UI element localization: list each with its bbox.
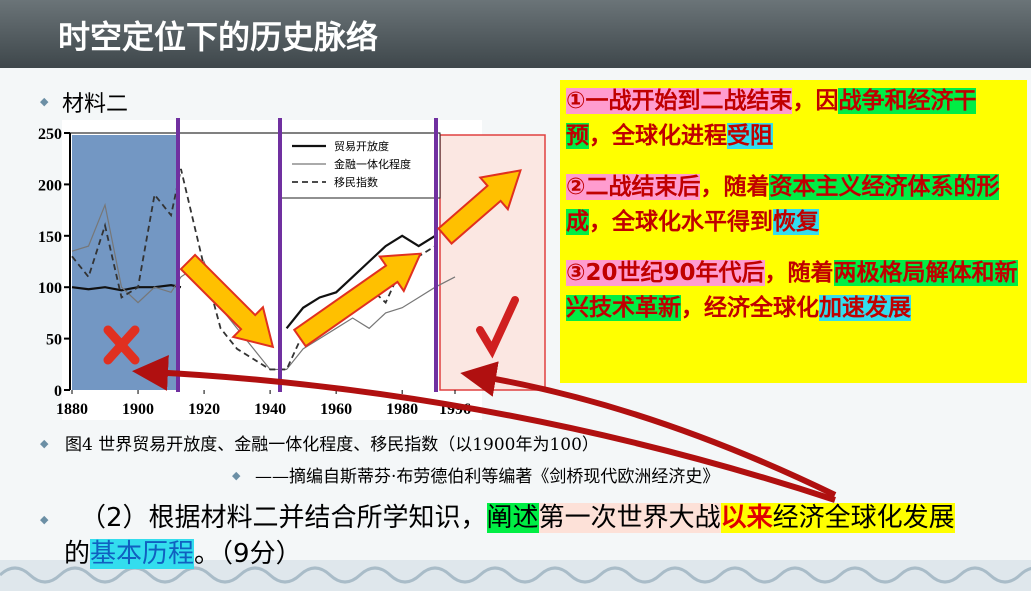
legend-box: [279, 132, 441, 199]
note-part: 恢复: [773, 209, 819, 235]
period-box: [439, 134, 546, 391]
material-label: 材料二: [62, 92, 129, 117]
period-box: [180, 135, 280, 390]
legend-label: 贸易开放度: [334, 139, 389, 153]
y-tick-label: 150: [38, 229, 62, 246]
x-tick-label: 1940: [254, 401, 286, 418]
title: 时空定位下的历史脉络: [58, 18, 379, 56]
y-tick-label: 200: [38, 177, 62, 194]
note-part: ，经济全球化: [681, 295, 819, 321]
note-part: ，全球化进程: [589, 123, 727, 149]
note-part: 受阻: [727, 123, 773, 149]
legend-label: 金融一体化程度: [334, 157, 411, 171]
wave: [0, 566, 1031, 584]
x-tick-label: 1900: [122, 401, 154, 418]
q-part: 经济全球化发展: [772, 503, 955, 533]
x-tick-label: 1920: [188, 401, 220, 418]
q-part: （2）根据材料二并结合所学知识，: [80, 503, 487, 533]
header-bar: [0, 0, 1031, 68]
q-part: 第一次世界大战: [538, 503, 721, 533]
note-part: 加速发展: [819, 295, 911, 321]
y-tick-label: 50: [46, 332, 62, 349]
notes-box: ①一战开始到二战结束，因战争和经济干预，全球化进程受阻 ②二战结束后，随着资本主…: [560, 80, 1027, 383]
note-part: ，因: [792, 88, 839, 114]
y-tick-label: 0: [54, 383, 62, 400]
q-part: 以来: [720, 503, 773, 533]
q-part: 的: [64, 539, 91, 569]
q-part: 阐述: [486, 503, 539, 533]
q-part: 。（9分）: [194, 539, 302, 569]
note-part: ②二战结束后: [566, 174, 701, 200]
caption: 图4 世界贸易开放度、金融一体化程度、移民指数（以1900年为100）: [65, 435, 599, 455]
bullet: ◆: [40, 437, 49, 450]
x-tick-label: 1980: [386, 401, 418, 418]
y-tick-label: 100: [38, 280, 62, 297]
note-part: ，全球化水平得到: [589, 209, 773, 235]
bullet: ◆: [40, 95, 49, 108]
question: （2）根据材料二并结合所学知识，阐述第一次世界大战以来经济全球化发展的基本历程。…: [64, 500, 964, 572]
note: ②二战结束后，随着资本主义经济体系的形成，全球化水平得到恢复: [566, 170, 1021, 240]
note-part: ①一战开始到二战结束: [566, 88, 793, 114]
note-part: ，随着: [700, 174, 770, 200]
y-tick-label: 250: [38, 126, 62, 143]
note: ③20世纪90年代后，随着两极格局解体和新兴技术革新，经济全球化加速发展: [566, 256, 1021, 326]
series-line: [71, 168, 436, 371]
note-part: ③20世纪90年代后: [566, 260, 765, 286]
note-part: ，随着: [764, 260, 834, 286]
bullet: ◆: [232, 469, 241, 482]
note: ①一战开始到二战结束，因战争和经济干预，全球化进程受阻: [566, 84, 1021, 154]
legend-label: 移民指数: [334, 175, 378, 189]
q-part: 基本历程: [90, 539, 195, 569]
x-tick-label: 1880: [56, 401, 88, 418]
source: ——摘编自斯蒂芬·布劳德伯利等编著《剑桥现代欧洲经济史》: [255, 467, 720, 487]
bullet: ◆: [40, 513, 49, 526]
period-dividers: [176, 118, 438, 392]
x-tick-label: 1996: [439, 401, 471, 418]
x-tick-label: 1960: [320, 401, 352, 418]
period-box: [72, 135, 178, 390]
